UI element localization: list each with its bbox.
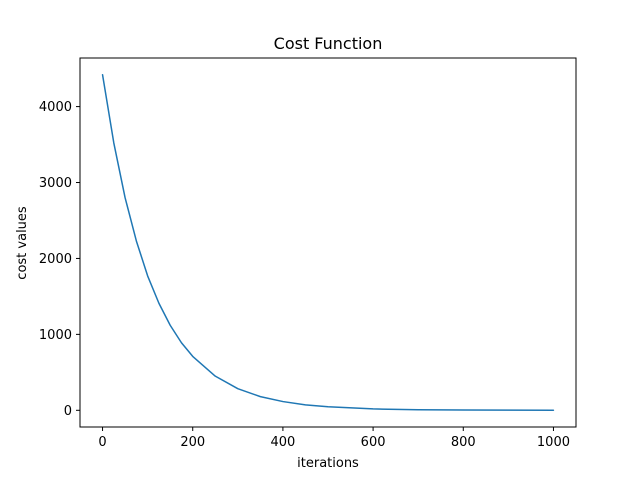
- plot-frame: [79, 57, 577, 428]
- y-tick-label: 2000: [39, 252, 72, 267]
- y-tick-label: 3000: [39, 176, 72, 191]
- chart-title: Cost Function: [274, 34, 383, 53]
- x-tick-label: 1000: [537, 435, 570, 450]
- x-tick-label: 200: [180, 435, 205, 450]
- series-layer: [101, 73, 555, 411]
- x-tick-label: 400: [270, 435, 295, 450]
- y-tick-label: 0: [64, 404, 72, 419]
- y-axis-ticks: 0 1000 2000 3000 4000: [39, 100, 80, 419]
- x-axis-ticks: 0 200 400 600 800 1000: [98, 427, 570, 450]
- cost-series-line-0: [101, 73, 555, 411]
- y-axis-label: cost values: [15, 206, 30, 280]
- y-tick-label: 4000: [39, 100, 72, 115]
- y-tick-label: 1000: [39, 328, 72, 343]
- x-tick-label: 800: [451, 435, 476, 450]
- x-axis-label: iterations: [297, 456, 359, 471]
- plot-area-background: [80, 58, 576, 427]
- x-tick-label: 600: [361, 435, 386, 450]
- x-tick-label: 0: [98, 435, 106, 450]
